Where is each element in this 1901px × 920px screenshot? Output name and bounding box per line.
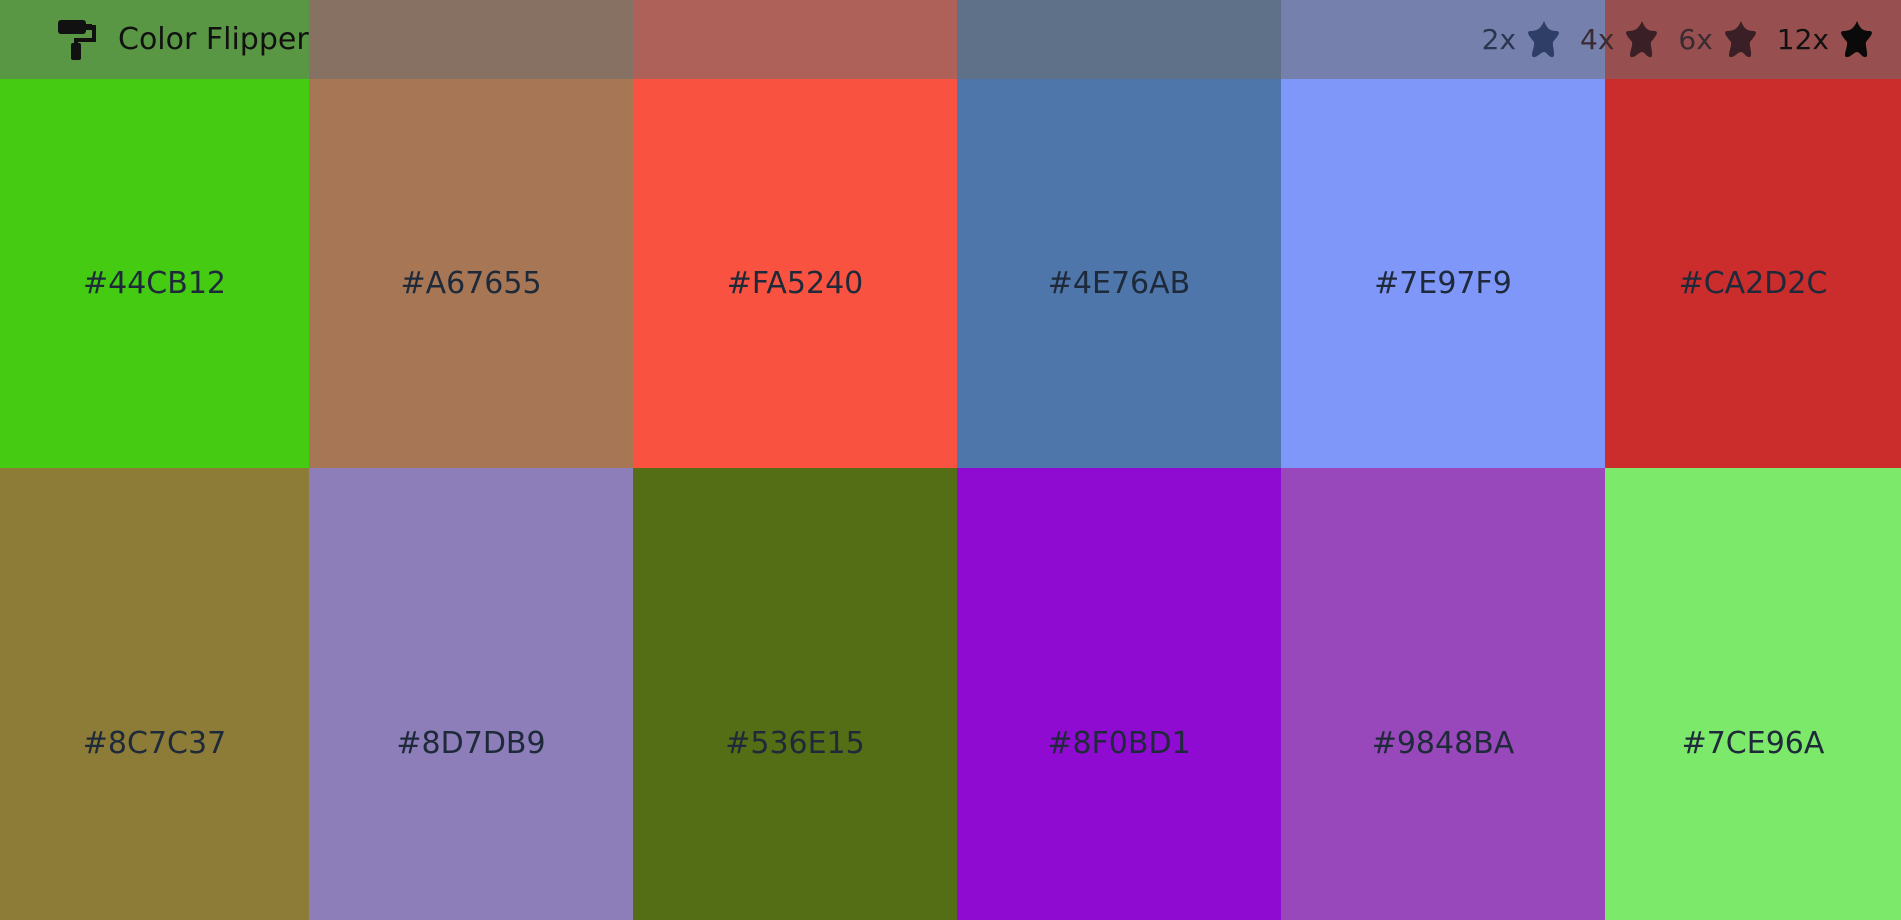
multiplier-label: 12x — [1776, 23, 1829, 56]
star-icon — [1620, 19, 1664, 61]
multiplier-label: 4x — [1580, 23, 1615, 56]
paint-roller-icon — [56, 18, 98, 62]
color-hex-label: #4E76AB — [1047, 265, 1191, 301]
color-hex-label: #CA2D2C — [1678, 265, 1828, 301]
multiplier-4x-button[interactable]: 4x — [1580, 19, 1664, 61]
color-hex-label: #9848BA — [1371, 725, 1515, 761]
multiplier-group: 2x 4x 6x 12x — [1482, 19, 1879, 61]
navbar: Color Flipper 2x 4x 6x 12x — [0, 0, 1901, 79]
color-hex-label: #A67655 — [400, 265, 542, 301]
color-swatch[interactable]: #9848BA — [1281, 468, 1605, 920]
color-hex-label: #FA5240 — [726, 265, 864, 301]
color-swatch[interactable]: #8F0BD1 — [957, 468, 1281, 920]
star-icon — [1719, 19, 1763, 61]
color-hex-label: #8F0BD1 — [1047, 725, 1191, 761]
star-icon — [1835, 19, 1879, 61]
color-swatch[interactable]: #7CE96A — [1605, 468, 1901, 920]
multiplier-label: 2x — [1481, 23, 1517, 56]
multiplier-12x-button[interactable]: 12x — [1777, 19, 1879, 61]
star-icon — [1522, 19, 1566, 61]
multiplier-2x-button[interactable]: 2x — [1482, 19, 1566, 61]
multiplier-6x-button[interactable]: 6x — [1678, 19, 1762, 61]
color-swatch[interactable]: #8C7C37 — [0, 468, 309, 920]
color-hex-label: #7CE96A — [1681, 725, 1825, 761]
app-title: Color Flipper — [118, 22, 309, 57]
multiplier-label: 6x — [1678, 23, 1713, 56]
brand[interactable]: Color Flipper — [56, 18, 309, 62]
color-swatch[interactable]: #536E15 — [633, 468, 957, 920]
color-hex-label: #44CB12 — [82, 265, 226, 301]
color-hex-label: #536E15 — [725, 725, 865, 761]
color-hex-label: #8C7C37 — [82, 725, 227, 761]
color-hex-label: #8D7DB9 — [396, 725, 546, 761]
color-hex-label: #7E97F9 — [1374, 265, 1512, 301]
color-swatch[interactable]: #8D7DB9 — [309, 468, 633, 920]
